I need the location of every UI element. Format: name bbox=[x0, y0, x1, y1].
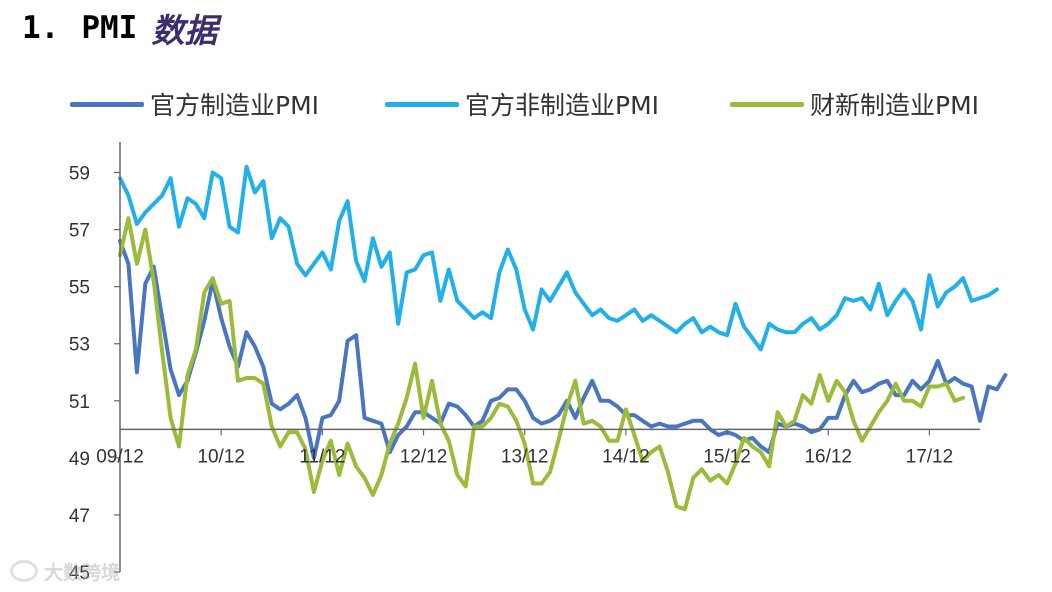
watermark: 大数跨境 bbox=[10, 556, 120, 586]
title-chinese: 数据 bbox=[151, 11, 218, 50]
slide-title: 1. PMI 数据 bbox=[22, 6, 217, 50]
series-line-1 bbox=[118, 164, 999, 352]
chart-legend: 官方制造业PMI 官方非制造业PMI 财新制造业PMI bbox=[0, 84, 1052, 124]
x-tick-label-0: 09/12 bbox=[96, 446, 144, 467]
legend-swatch-caixin-manufacturing bbox=[730, 101, 804, 107]
y-tick-label-53: 53 bbox=[69, 335, 90, 356]
x-tick-label-8: 17/12 bbox=[906, 446, 954, 467]
x-tick-label-1: 10/12 bbox=[197, 446, 245, 467]
legend-label-official-manufacturing: 官方制造业PMI bbox=[150, 91, 320, 120]
legend-label-official-nonmanufacturing: 官方非制造业PMI bbox=[465, 91, 660, 120]
series-layer bbox=[118, 164, 1008, 512]
series-line-2 bbox=[118, 216, 966, 512]
y-tick-label-59: 59 bbox=[69, 164, 90, 185]
legend-swatch-official-nonmanufacturing bbox=[385, 101, 459, 107]
y-tick-label-55: 55 bbox=[69, 278, 90, 299]
x-tick-label-3: 12/12 bbox=[400, 446, 448, 467]
y-tick-label-47: 47 bbox=[69, 506, 90, 527]
x-tick-label-5: 14/12 bbox=[602, 446, 650, 467]
x-tick-label-2: 11/12 bbox=[299, 446, 345, 467]
y-tick-label-57: 57 bbox=[69, 221, 90, 242]
y-tick-label-51: 51 bbox=[69, 392, 90, 413]
y-tick-label-49: 49 bbox=[69, 449, 90, 470]
x-tick-label-4: 13/12 bbox=[501, 446, 549, 467]
legend-swatch-official-manufacturing bbox=[70, 101, 144, 107]
x-tick-label-7: 16/12 bbox=[804, 446, 852, 467]
legend-item-official-nonmanufacturing: 官方非制造业PMI bbox=[385, 84, 659, 124]
pmi-line-chart: 45 47 49 51 53 55 57 59 09/12 10/12 11/12 12/12 13/1… bbox=[69, 142, 1008, 580]
x-tick-label-6: 15/12 bbox=[703, 446, 751, 467]
title-text: PMI bbox=[81, 10, 138, 46]
y-tick-label-45: 45 bbox=[69, 563, 90, 580]
title-number: 1. bbox=[22, 10, 60, 46]
series-line-0 bbox=[118, 239, 1008, 460]
watermark-logo-icon bbox=[10, 560, 38, 582]
axis-layer: 45 47 49 51 53 55 57 59 09/12 10/12 11/12 12/12 13/1… bbox=[69, 142, 980, 580]
watermark-text: 大数跨境 bbox=[44, 561, 121, 584]
legend-label-caixin-manufacturing: 财新制造业PMI bbox=[810, 91, 980, 120]
legend-item-caixin-manufacturing: 财新制造业PMI bbox=[730, 84, 979, 124]
legend-item-official-manufacturing: 官方制造业PMI bbox=[70, 84, 319, 124]
